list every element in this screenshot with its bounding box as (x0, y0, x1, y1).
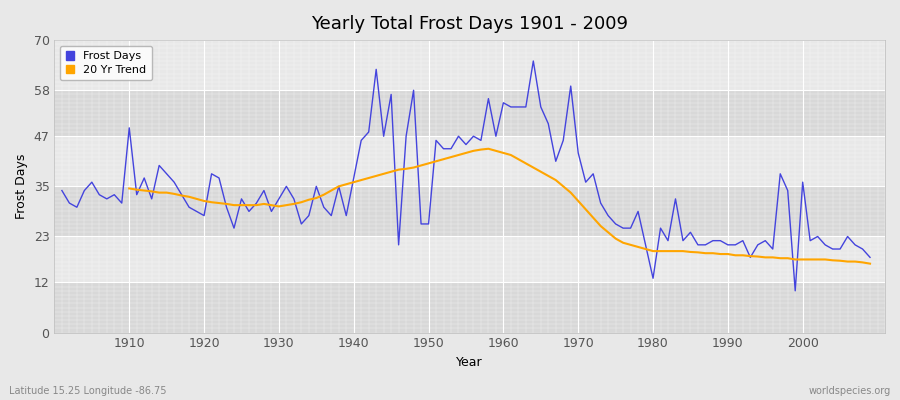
20 Yr Trend (865, 261, 876, 266)
Legend: Frost Days, 20 Yr Trend: Frost Days, 20 Yr Trend (60, 46, 152, 80)
Frost Days (326, 213, 337, 218)
Frost Days (865, 255, 876, 260)
20 Yr Trend (834, 258, 845, 263)
20 Yr Trend (572, 198, 583, 203)
20 Yr Trend (483, 146, 494, 151)
20 Yr Trend (513, 157, 524, 162)
Frost Days (528, 59, 539, 64)
Text: worldspecies.org: worldspecies.org (809, 386, 891, 396)
Frost Days (491, 134, 501, 139)
Frost Days (498, 100, 508, 105)
20 Yr Trend (296, 200, 307, 205)
Frost Days (790, 288, 801, 293)
Frost Days (57, 188, 68, 193)
Text: Latitude 15.25 Longitude -86.75: Latitude 15.25 Longitude -86.75 (9, 386, 166, 396)
Bar (54, 40, 885, 90)
Y-axis label: Frost Days: Frost Days (15, 154, 28, 219)
Bar (54, 186, 885, 236)
Bar (54, 90, 885, 136)
Line: Frost Days: Frost Days (62, 61, 870, 291)
Frost Days (116, 201, 127, 206)
X-axis label: Year: Year (456, 356, 483, 369)
Bar (54, 236, 885, 282)
Line: 20 Yr Trend: 20 Yr Trend (130, 149, 870, 264)
Frost Days (595, 201, 606, 206)
20 Yr Trend (266, 203, 277, 208)
20 Yr Trend (124, 186, 135, 191)
Bar (54, 136, 885, 186)
Title: Yearly Total Frost Days 1901 - 2009: Yearly Total Frost Days 1901 - 2009 (311, 15, 628, 33)
Bar (54, 282, 885, 332)
Frost Days (281, 184, 292, 189)
20 Yr Trend (813, 257, 824, 262)
